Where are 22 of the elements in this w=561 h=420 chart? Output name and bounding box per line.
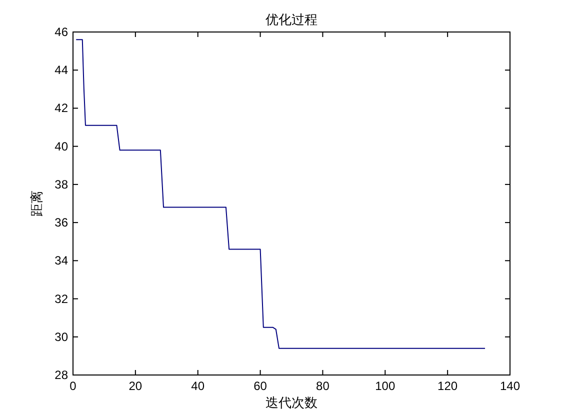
y-tick-label: 30 (54, 330, 68, 344)
y-tick-label: 28 (54, 368, 68, 382)
x-tick-label: 120 (438, 379, 458, 393)
x-tick-label: 100 (375, 379, 396, 393)
y-tick-label: 46 (54, 25, 68, 39)
y-tick-label: 38 (54, 177, 68, 192)
x-tick-label: 0 (70, 379, 77, 393)
x-tick-label: 80 (316, 379, 330, 393)
x-tick-label: 20 (128, 379, 142, 393)
y-tick-label: 32 (54, 292, 68, 306)
y-tick-label: 36 (54, 216, 68, 230)
chart-title: 优化过程 (266, 12, 318, 27)
x-tick-label: 60 (254, 379, 268, 393)
x-tick-label: 40 (191, 379, 205, 393)
y-tick-label: 42 (54, 101, 68, 116)
y-tick-label: 40 (54, 139, 68, 154)
x-tick-label: 140 (500, 379, 520, 393)
line-series (76, 39, 486, 349)
x-axis-title: 迭代次数 (266, 395, 318, 410)
y-axis-title: 距离 (29, 190, 44, 216)
y-tick-label: 44 (54, 63, 68, 78)
y-tick-label: 34 (54, 254, 68, 268)
